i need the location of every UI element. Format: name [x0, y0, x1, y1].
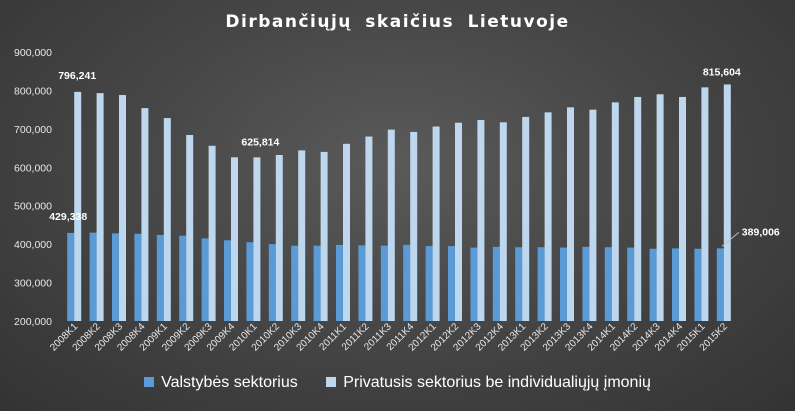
y-tick-label: 500,000	[14, 201, 52, 213]
chart-title: Dirbančiųjų skaičius Lietuvoje	[225, 12, 570, 32]
bar-valstybes	[201, 238, 209, 321]
y-tick-label: 300,000	[14, 278, 52, 290]
data-label: 815,604	[703, 66, 741, 78]
bar-privatusis	[186, 135, 194, 321]
bar-valstybes	[336, 244, 343, 321]
data-label-leader	[721, 231, 740, 247]
bar-valstybes	[112, 233, 119, 321]
bar-valstybes	[425, 246, 433, 321]
bar-privatusis	[253, 157, 261, 321]
legend-label-privatusis: Privatusis sektorius be individualiųjų į…	[343, 374, 651, 391]
bar-privatusis	[387, 129, 395, 321]
bar-valstybes	[156, 234, 164, 321]
bar-valstybes	[537, 247, 545, 321]
bar-privatusis	[477, 120, 485, 322]
legend-item-privatusis: Privatusis sektorius be individualiųjų į…	[326, 374, 651, 392]
bar-privatusis	[320, 151, 328, 321]
bar-valstybes	[380, 245, 388, 321]
bar-privatusis	[432, 126, 440, 321]
bar-privatusis	[275, 154, 283, 321]
bar-valstybes	[492, 246, 500, 321]
bar-valstybes	[179, 235, 187, 321]
bar-privatusis	[656, 94, 664, 322]
bar-valstybes	[313, 245, 321, 321]
bar-privatusis	[298, 150, 306, 321]
bar-valstybes	[134, 233, 142, 321]
y-tick-label: 900,000	[14, 47, 52, 59]
bar-privatusis	[589, 109, 597, 321]
bar-privatusis	[163, 118, 171, 321]
legend-item-valstybes: Valstybės sektorius	[144, 374, 298, 392]
bar-valstybes	[291, 245, 299, 321]
bar-privatusis	[96, 93, 104, 322]
bar-privatusis	[701, 87, 709, 321]
bar-privatusis	[365, 136, 373, 321]
bar-valstybes	[403, 244, 411, 321]
bar-privatusis	[499, 122, 507, 321]
data-label: 796,241	[58, 70, 96, 82]
bar-valstybes	[67, 232, 75, 321]
bar-privatusis	[141, 108, 149, 321]
bar-valstybes	[627, 247, 635, 321]
legend-label-valstybes: Valstybės sektorius	[161, 374, 298, 391]
y-tick-label: 700,000	[14, 124, 52, 136]
bar-valstybes	[582, 246, 590, 321]
bar-privatusis	[679, 96, 686, 322]
bar-valstybes	[246, 242, 254, 321]
y-tick-label: 600,000	[14, 162, 52, 174]
legend-swatch-valstybes	[144, 377, 155, 387]
data-label: 625,814	[241, 136, 279, 148]
data-label: 389,006	[742, 226, 780, 238]
y-tick-label: 800,000	[14, 85, 52, 97]
bar-privatusis	[410, 131, 418, 321]
bar-valstybes	[604, 247, 612, 321]
bar-valstybes	[716, 248, 724, 321]
bar-privatusis	[522, 116, 530, 321]
bar-valstybes	[358, 245, 366, 321]
bar-privatusis	[634, 96, 642, 322]
bar-valstybes	[515, 247, 523, 321]
y-tick-label: 400,000	[14, 239, 52, 251]
bar-privatusis	[723, 84, 731, 322]
bar-valstybes	[560, 247, 567, 321]
bar-valstybes	[672, 248, 679, 321]
bar-privatusis	[231, 157, 238, 321]
bar-privatusis	[567, 107, 574, 321]
bar-privatusis	[208, 145, 216, 321]
bar-valstybes	[470, 247, 478, 321]
legend-swatch-privatusis	[326, 377, 337, 387]
bar-privatusis	[611, 102, 619, 321]
y-tick-label: 200,000	[14, 316, 52, 328]
data-label: 429,338	[49, 211, 87, 223]
bar-valstybes	[448, 246, 455, 321]
bar-privatusis	[343, 143, 350, 321]
bar-valstybes	[89, 232, 97, 321]
bar-valstybes	[694, 248, 702, 321]
bar-valstybes	[649, 248, 657, 321]
bar-privatusis	[455, 122, 462, 322]
bar-privatusis	[544, 112, 552, 321]
bar-valstybes	[268, 244, 276, 321]
legend: Valstybės sektorius Privatusis sektorius…	[0, 374, 795, 392]
bar-privatusis	[74, 91, 82, 322]
bar-valstybes	[224, 240, 231, 321]
bar-privatusis	[119, 95, 126, 321]
